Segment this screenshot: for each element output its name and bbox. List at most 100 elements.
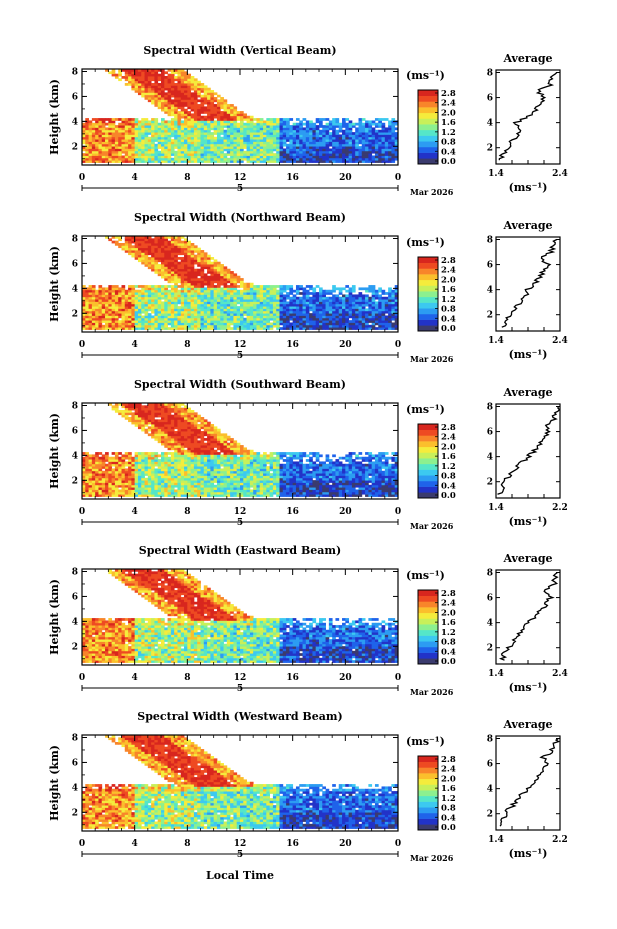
heatmap-cell — [177, 157, 182, 161]
heatmap-cell — [332, 308, 336, 312]
heatmap-cell — [259, 313, 264, 316]
heatmap-cell — [174, 83, 178, 86]
heatmap-cell — [157, 73, 162, 77]
heatmap-cell — [279, 287, 284, 291]
heatmap-cell — [240, 136, 244, 140]
heatmap-cell — [322, 157, 326, 161]
heatmap-cell — [105, 136, 109, 140]
heatmap-cell — [161, 87, 165, 91]
heatmap-cell — [197, 250, 201, 253]
heatmap-cell — [226, 271, 231, 274]
heatmap-cell — [272, 155, 277, 159]
heatmap-cell — [315, 141, 320, 145]
heatmap-cell — [216, 136, 221, 140]
heatmap-cell — [170, 141, 175, 145]
heatmap-cell — [187, 261, 192, 265]
heatmap-cell — [246, 285, 251, 288]
heatmap-cell — [131, 250, 136, 253]
heatmap-cell — [263, 132, 267, 135]
heatmap-cell — [180, 113, 185, 117]
heatmap-cell — [325, 143, 330, 147]
heatmap-cell — [187, 285, 192, 288]
heatmap-cell — [151, 127, 155, 131]
heatmap-cell — [197, 157, 201, 161]
heatmap-cell — [180, 292, 185, 295]
heatmap-cell — [111, 315, 116, 319]
heatmap-cell — [121, 412, 126, 416]
heatmap-cell — [309, 148, 313, 152]
heatmap-cell — [253, 294, 257, 298]
heatmap-cell — [256, 303, 261, 307]
heatmap-cell — [91, 127, 96, 131]
heatmap-cell — [342, 153, 346, 156]
heatmap-cell — [157, 324, 162, 328]
heatmap-cell — [276, 313, 280, 316]
heatmap-cell — [167, 76, 172, 79]
heatmap-cell — [381, 315, 386, 319]
heatmap-cell — [391, 317, 396, 321]
heatmap-cell — [295, 327, 300, 330]
heatmap-cell — [322, 141, 326, 145]
heatmap-cell — [378, 289, 382, 293]
heatmap-cell — [98, 153, 103, 156]
heatmap-cell — [368, 150, 373, 154]
heatmap-cell — [220, 141, 224, 145]
heatmap-cell — [388, 132, 392, 135]
heatmap-cell — [207, 275, 211, 279]
heatmap-cell — [355, 134, 359, 138]
heatmap-cell — [105, 317, 109, 321]
average-title: Average — [502, 52, 552, 65]
heatmap-cell — [269, 308, 274, 312]
heatmap-cell — [203, 320, 208, 323]
heatmap-cell — [322, 118, 326, 121]
heatmap-cell — [200, 282, 205, 286]
heatmap-cell — [223, 324, 228, 328]
heatmap-cell — [137, 236, 142, 239]
heatmap-cell — [134, 299, 139, 302]
heatmap-cell — [249, 320, 254, 323]
heatmap-cell — [394, 153, 399, 156]
heatmap-cell — [249, 301, 254, 305]
heatmap-cell — [170, 85, 175, 89]
heatmap-cell — [85, 306, 89, 309]
heatmap-cell — [335, 296, 340, 300]
heatmap-cell — [134, 257, 139, 260]
heatmap-cell — [190, 320, 195, 323]
heatmap-cell — [243, 310, 247, 314]
heatmap-cell — [378, 160, 382, 163]
heatmap-cell — [345, 153, 350, 156]
heatmap-cell — [312, 296, 317, 300]
heatmap-cell — [124, 157, 129, 161]
heatmap-cell — [220, 271, 224, 274]
heatmap-cell — [128, 236, 132, 239]
heatmap-cell — [351, 287, 356, 291]
heatmap-cell — [157, 129, 162, 133]
heatmap-cell — [170, 132, 175, 135]
heatmap-cell — [207, 134, 211, 138]
heatmap-cell — [388, 148, 392, 152]
heatmap-cell — [131, 287, 136, 291]
heatmap-cell — [200, 106, 205, 110]
heatmap-cell — [295, 157, 300, 161]
colorbar-segment — [418, 118, 438, 125]
heatmap-cell — [272, 289, 277, 293]
heatmap-cell — [144, 259, 149, 263]
heatmap-cell — [259, 141, 264, 145]
heatmap-cell — [203, 85, 208, 89]
heatmap-cell — [374, 317, 379, 321]
heatmap-cell — [187, 275, 192, 279]
heatmap-cell — [167, 78, 172, 82]
heatmap-cell — [289, 139, 294, 142]
heatmap-cell — [246, 134, 251, 138]
heatmap-cell — [325, 136, 330, 140]
heatmap-cell — [187, 273, 192, 277]
heatmap-cell — [187, 296, 192, 300]
heatmap-cell — [299, 306, 303, 309]
heatmap-cell — [207, 125, 211, 128]
heatmap-cell — [151, 320, 155, 323]
y-tick-label: 2 — [72, 142, 78, 152]
heatmap-cell — [167, 125, 172, 128]
heatmap-cell — [309, 125, 313, 128]
heatmap-cell — [197, 108, 201, 112]
heatmap-cell — [105, 129, 109, 133]
